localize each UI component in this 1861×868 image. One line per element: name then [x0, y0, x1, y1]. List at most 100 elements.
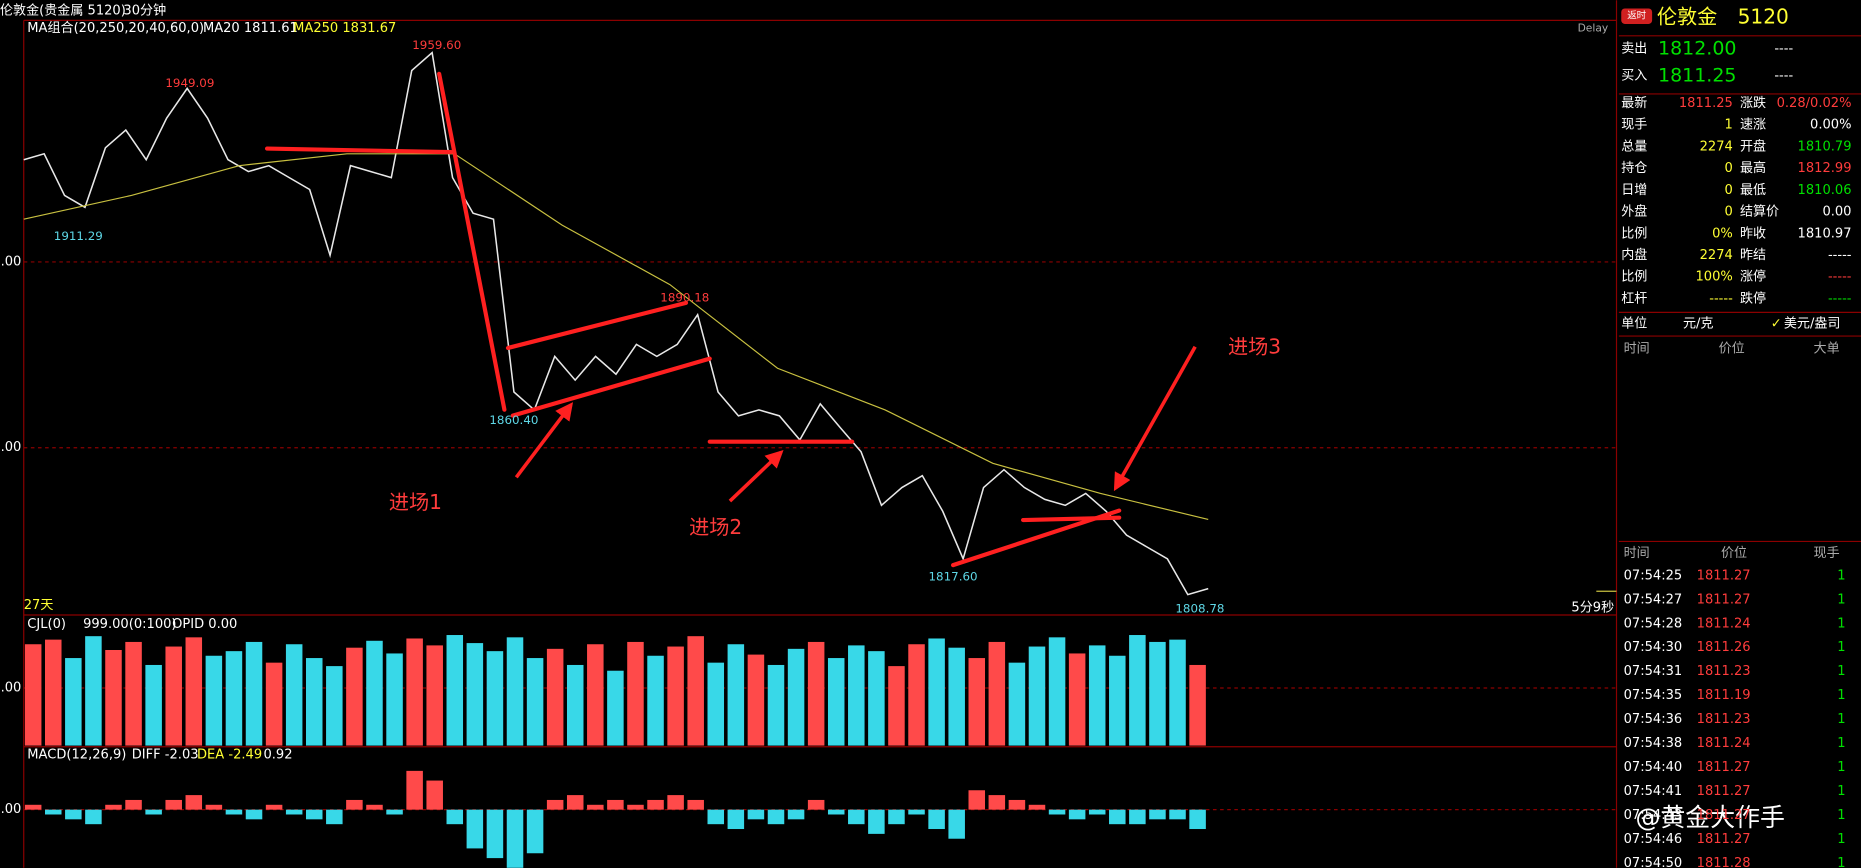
bar	[265, 804, 283, 810]
bar	[24, 644, 42, 746]
bar	[486, 651, 504, 746]
bar	[988, 795, 1006, 810]
quote-value: 1	[1725, 118, 1733, 133]
tick-volume: 1	[1837, 736, 1845, 751]
tick-volume: 1	[1837, 664, 1845, 679]
quote-label: 总量	[1621, 139, 1647, 154]
badge	[1621, 8, 1653, 24]
tick-price: 1811.27	[1697, 832, 1751, 847]
tick-time: 07:54:35	[1624, 688, 1683, 703]
quote-value: 0.28/0.02%	[1777, 96, 1852, 111]
bar	[827, 658, 845, 746]
quote-value: 2274	[1700, 248, 1733, 263]
bar	[305, 658, 323, 746]
quote-label: 最高	[1740, 160, 1766, 176]
annotation: 1860.40	[489, 413, 538, 427]
y-tick-label: 0.00	[0, 254, 21, 269]
tick-volume: 1	[1837, 712, 1845, 727]
quote-label: 杠杆	[1621, 290, 1647, 306]
bar	[1129, 809, 1146, 825]
bar	[1149, 809, 1166, 820]
tick-time: 07:54:27	[1624, 592, 1683, 607]
annotation: 进场1	[389, 490, 442, 514]
bar	[868, 809, 885, 834]
bar	[1048, 637, 1066, 746]
bar	[848, 645, 865, 746]
bar	[807, 641, 825, 746]
bar	[1008, 799, 1026, 810]
quote-value: 100%	[1696, 270, 1733, 285]
bar	[707, 809, 725, 825]
period[interactable]: 30分钟	[123, 2, 166, 18]
days: 27天	[24, 598, 54, 613]
tick-time: 07:54:31	[1624, 664, 1683, 679]
big-header: 价位	[1719, 342, 1745, 357]
bar	[566, 664, 584, 746]
badge-text: 返时	[1627, 10, 1646, 22]
tick-time: 07:54:36	[1624, 712, 1683, 727]
sell-label: 卖出	[1621, 41, 1647, 56]
annotation: 1890.18	[660, 291, 709, 305]
bar	[607, 799, 624, 810]
bar	[968, 658, 986, 746]
bar	[627, 641, 644, 746]
tick-volume: 1	[1837, 592, 1845, 607]
annotation: 进场2	[689, 515, 742, 539]
series-line	[23, 51, 1209, 596]
tick-time: 07:54:46	[1624, 832, 1683, 847]
bar	[346, 647, 363, 746]
quote-label: 昨收	[1740, 226, 1766, 241]
quote-value: 0.00	[1822, 205, 1851, 220]
bar	[145, 809, 162, 815]
bar	[366, 640, 383, 746]
bar	[928, 638, 945, 746]
bar	[888, 809, 905, 825]
bar	[546, 648, 564, 746]
macd-title: MACD(12,26,9)	[27, 748, 126, 763]
tick-price: 1811.24	[1697, 616, 1751, 631]
bar	[45, 639, 62, 746]
unit-1[interactable]: 元/克	[1683, 317, 1714, 332]
bar	[1169, 639, 1186, 746]
bar	[205, 655, 223, 746]
unit-2[interactable]: 美元/盎司	[1784, 317, 1841, 332]
bar	[687, 636, 704, 746]
macd-diff: DIFF -2.03	[132, 748, 199, 763]
tick-time: 07:54:25	[1624, 568, 1683, 583]
annotation: 1949.09	[165, 76, 214, 90]
quote-value: -----	[1709, 291, 1733, 306]
big-header: 时间	[1624, 342, 1650, 357]
quote-value: 2274	[1700, 139, 1733, 154]
watermark: @黄金大作手	[1635, 803, 1784, 832]
tick-header: 时间	[1624, 546, 1650, 561]
annotation: 1959.60	[412, 38, 461, 52]
y-tick-label: 0.00	[0, 680, 21, 695]
bar	[948, 647, 965, 746]
bar	[205, 804, 223, 810]
panes	[23, 51, 1617, 868]
bar	[687, 799, 704, 810]
bar	[787, 648, 805, 746]
bar	[24, 804, 42, 810]
bar	[988, 641, 1006, 746]
bar	[647, 799, 664, 810]
quote-code: 5120	[1738, 5, 1789, 29]
tick-time: 07:54:28	[1624, 616, 1683, 631]
tick-price: 1811.26	[1697, 640, 1751, 655]
quote-label: 开盘	[1740, 138, 1766, 154]
bar	[587, 644, 604, 746]
bar	[225, 809, 243, 815]
series-line	[23, 153, 1209, 521]
bar	[707, 662, 725, 746]
bar	[767, 809, 785, 825]
tick-volume: 1	[1837, 760, 1845, 775]
bar	[607, 670, 624, 746]
bar	[105, 649, 122, 746]
quote-value: 1811.25	[1679, 96, 1733, 111]
quote-label: 比例	[1621, 226, 1647, 241]
quote-label: 涨跌	[1740, 95, 1766, 111]
bar	[807, 799, 825, 810]
tick-price: 1811.23	[1697, 664, 1751, 679]
big-header: 大单	[1814, 342, 1840, 357]
